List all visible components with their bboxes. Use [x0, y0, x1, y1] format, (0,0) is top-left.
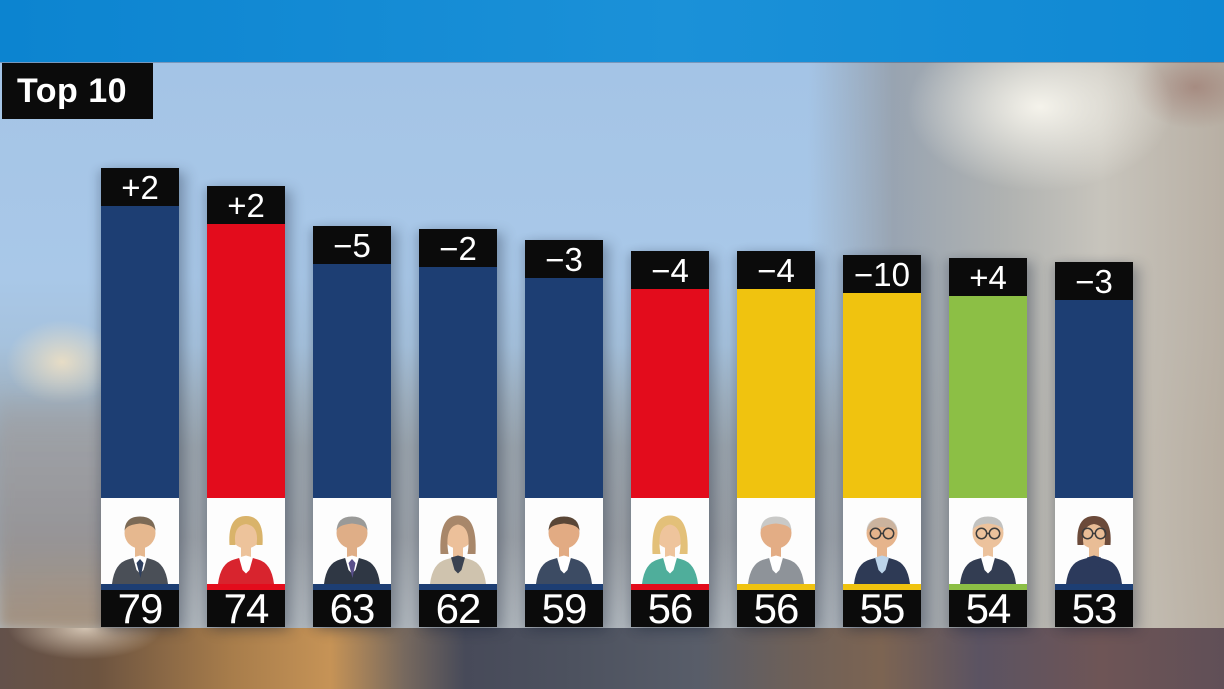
person-avatar-icon	[525, 498, 603, 584]
title-badge: Top 10	[2, 63, 154, 119]
portrait-photo	[313, 498, 391, 590]
portrait-photo	[737, 498, 815, 590]
person-avatar-icon	[207, 498, 285, 584]
change-badge: −4	[631, 251, 709, 289]
bar-fill	[525, 278, 603, 498]
ranking-column-4: −2 62	[419, 229, 497, 627]
score-badge: 62	[419, 590, 497, 627]
change-badge: −4	[737, 251, 815, 289]
portrait-photo	[631, 498, 709, 590]
score-badge: 54	[949, 590, 1027, 627]
bar-fill	[737, 289, 815, 498]
ranking-column-2: +2 74	[207, 186, 285, 627]
person-avatar-icon	[419, 498, 497, 584]
change-badge: +4	[949, 258, 1027, 296]
person-avatar-icon	[313, 498, 391, 584]
score-badge: 79	[101, 590, 179, 627]
ranking-column-1: +2 79	[101, 168, 179, 627]
portrait-photo	[949, 498, 1027, 590]
change-badge: +2	[101, 168, 179, 206]
person-avatar-icon	[949, 498, 1027, 584]
change-badge: −5	[313, 226, 391, 264]
score-badge: 59	[525, 590, 603, 627]
score-badge: 56	[737, 590, 815, 627]
top-blue-strip	[0, 0, 1224, 62]
person-avatar-icon	[631, 498, 709, 584]
change-badge: −3	[525, 240, 603, 278]
change-badge: −10	[843, 255, 921, 293]
bar-fill	[313, 264, 391, 498]
person-avatar-icon	[1055, 498, 1133, 584]
change-badge: −2	[419, 229, 497, 267]
bar-fill	[207, 224, 285, 498]
ranking-column-8: −10 55	[843, 255, 921, 627]
change-badge: −3	[1055, 262, 1133, 300]
portrait-photo	[101, 498, 179, 590]
bar-fill	[1055, 300, 1133, 498]
ranking-column-3: −5 63	[313, 226, 391, 627]
person-avatar-icon	[737, 498, 815, 584]
portrait-photo	[843, 498, 921, 590]
score-badge: 55	[843, 590, 921, 627]
background-left-blur	[0, 390, 110, 628]
bar-fill	[419, 267, 497, 498]
score-badge: 63	[313, 590, 391, 627]
score-badge: 56	[631, 590, 709, 627]
person-avatar-icon	[843, 498, 921, 584]
ranking-column-9: +4 54	[949, 258, 1027, 627]
background-bottom-blur-band	[0, 628, 1224, 689]
portrait-photo	[525, 498, 603, 590]
ranking-column-7: −4 56	[737, 251, 815, 627]
bar-fill	[101, 206, 179, 498]
score-badge: 74	[207, 590, 285, 627]
score-badge: 53	[1055, 590, 1133, 627]
portrait-photo	[419, 498, 497, 590]
portrait-photo	[207, 498, 285, 590]
bar-fill	[949, 296, 1027, 498]
ranking-column-5: −3 59	[525, 240, 603, 627]
portrait-photo	[1055, 498, 1133, 590]
ranking-column-10: −3 53	[1055, 262, 1133, 627]
ranking-column-6: −4 56	[631, 251, 709, 627]
change-badge: +2	[207, 186, 285, 224]
person-avatar-icon	[101, 498, 179, 584]
bar-fill	[631, 289, 709, 498]
bar-fill	[843, 293, 921, 498]
